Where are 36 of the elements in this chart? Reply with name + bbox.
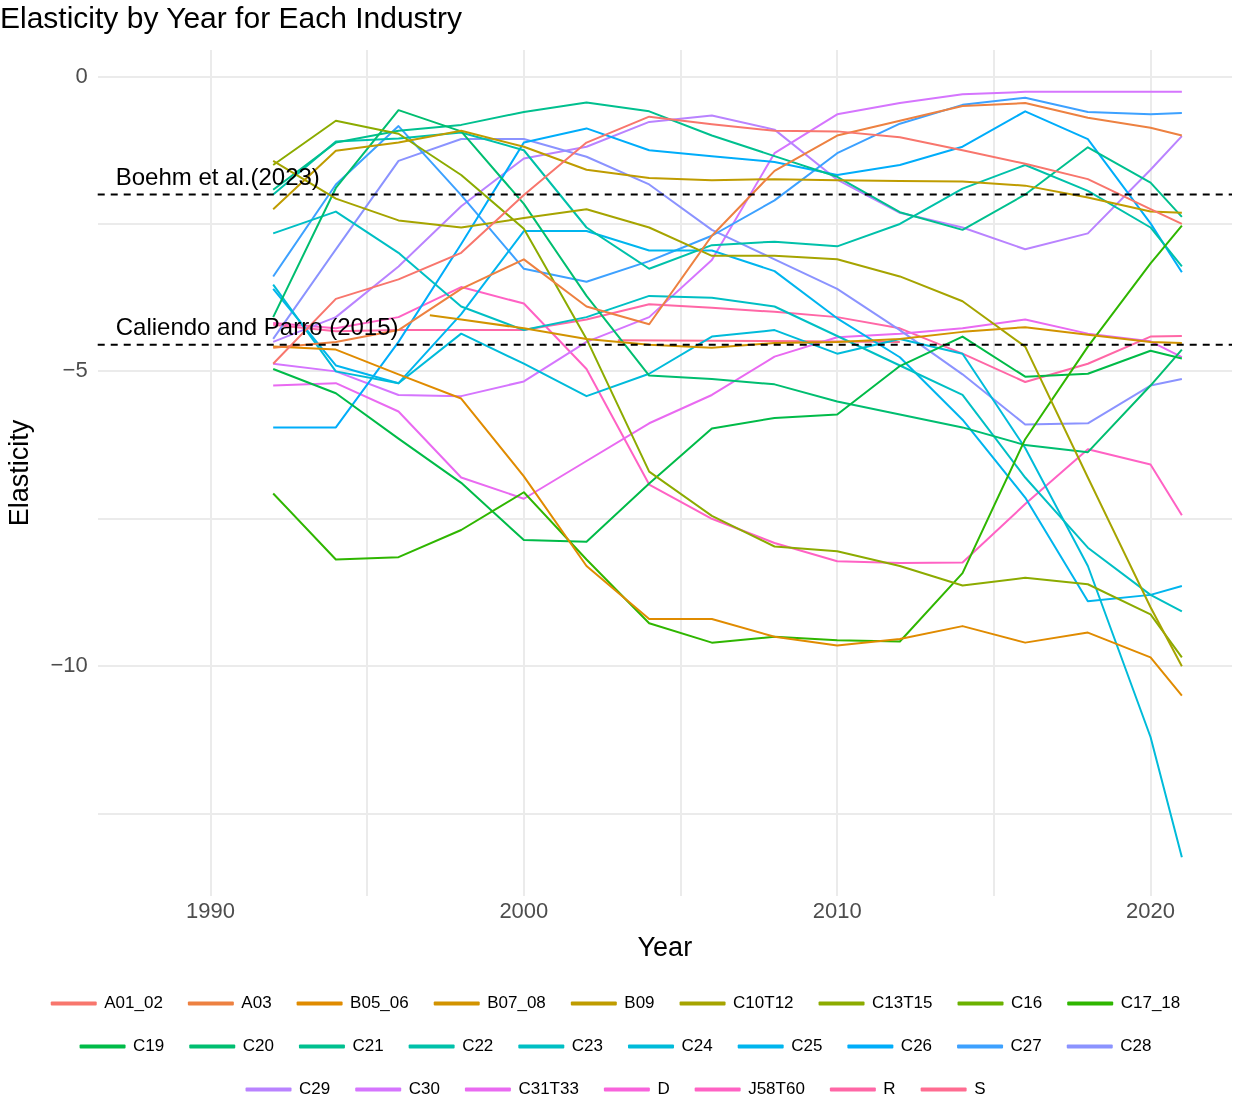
legend-label: C13T15 bbox=[872, 993, 933, 1013]
legend-label: C21 bbox=[352, 1036, 384, 1056]
legend-label: C22 bbox=[462, 1036, 494, 1056]
legend-label: B09 bbox=[624, 993, 655, 1013]
legend-label: D bbox=[657, 1079, 670, 1099]
legend-label: C20 bbox=[242, 1036, 274, 1056]
legend-label: C24 bbox=[681, 1036, 713, 1056]
legend-label: C28 bbox=[1120, 1036, 1152, 1056]
legend-label: C19 bbox=[133, 1036, 165, 1056]
y-tick-label: −5 bbox=[62, 357, 88, 383]
legend-label: C31T33 bbox=[518, 1079, 579, 1099]
x-tick-label: 2020 bbox=[1126, 898, 1176, 924]
y-tick-label: −10 bbox=[50, 652, 88, 678]
legend-label: A03 bbox=[241, 993, 272, 1013]
x-tick-label: 2000 bbox=[499, 898, 549, 924]
legend-label: C29 bbox=[299, 1079, 331, 1099]
legend-label: C26 bbox=[900, 1036, 933, 1056]
x-tick-label: 1990 bbox=[186, 898, 235, 924]
legend-label: A01_02 bbox=[104, 993, 163, 1013]
y-axis-title: Elasticity bbox=[3, 419, 34, 527]
y-tick-label: 0 bbox=[75, 62, 88, 88]
x-axis-title: Year bbox=[637, 932, 693, 963]
legend-label: J58T60 bbox=[748, 1079, 805, 1099]
legend-label: B05_06 bbox=[350, 993, 409, 1013]
legend-label: B07_08 bbox=[487, 993, 546, 1013]
legend-label: C30 bbox=[408, 1079, 440, 1099]
legend-label: R bbox=[883, 1079, 896, 1099]
legend-label: S bbox=[974, 1079, 986, 1099]
legend-label: C27 bbox=[1010, 1036, 1042, 1056]
legend-label: C17_18 bbox=[1120, 993, 1181, 1013]
legend-label: C16 bbox=[1011, 993, 1043, 1013]
legend-label: C25 bbox=[791, 1036, 823, 1056]
legend-label: C23 bbox=[571, 1036, 603, 1056]
legend-label: C10T12 bbox=[733, 993, 794, 1013]
chart-title: Elasticity by Year for Each Industry bbox=[0, 1, 462, 35]
x-tick-label: 2010 bbox=[812, 898, 862, 924]
